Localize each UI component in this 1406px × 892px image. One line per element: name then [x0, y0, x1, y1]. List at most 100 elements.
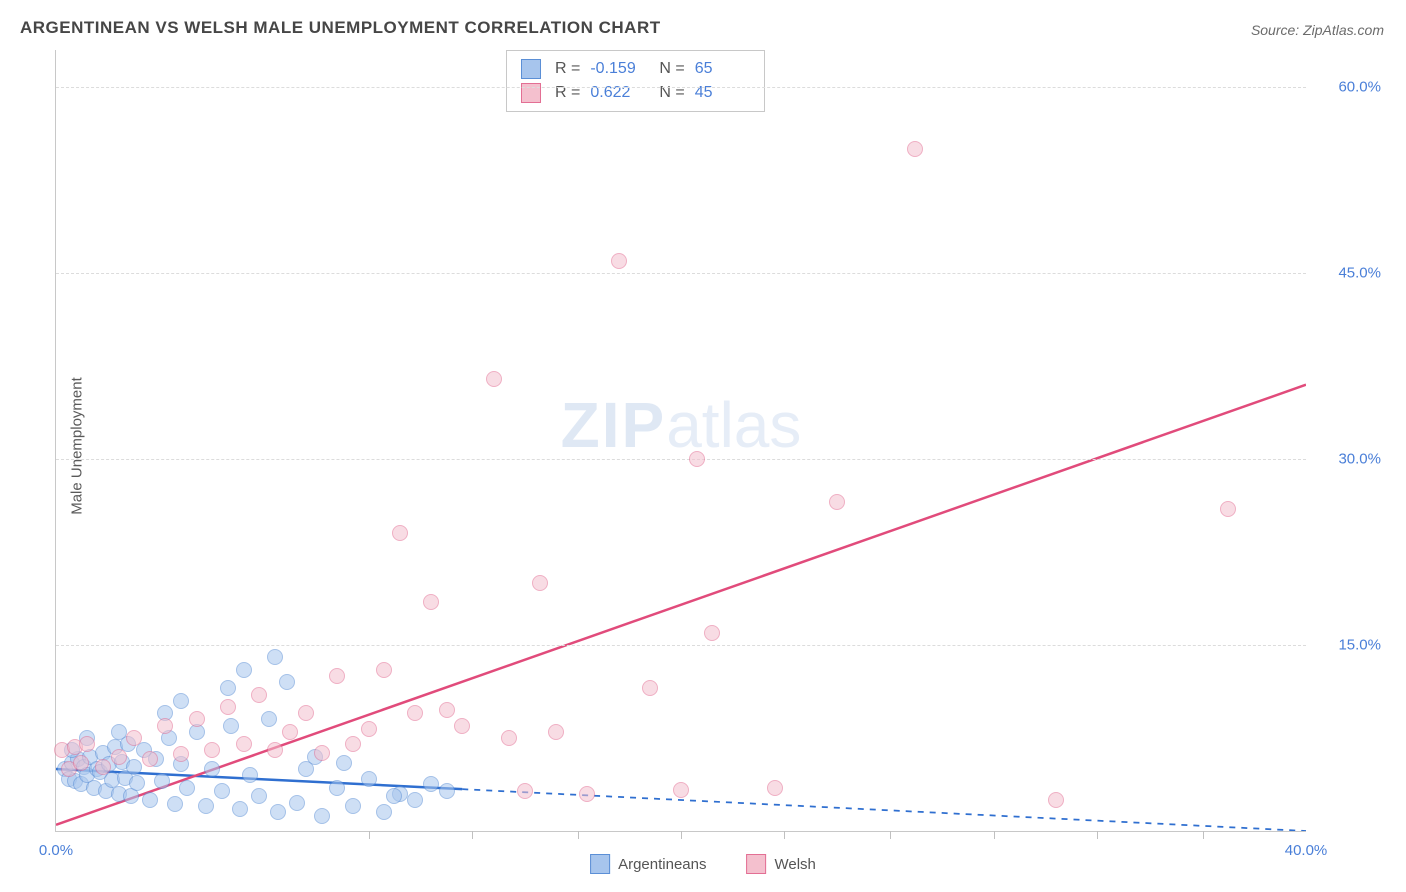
swatch-argentineans	[521, 59, 541, 79]
scatter-point[interactable]	[345, 736, 361, 752]
x-tick	[472, 831, 473, 839]
scatter-point[interactable]	[423, 594, 439, 610]
correlation-stats-box: R = -0.159 N = 65 R = 0.622 N = 45	[506, 50, 765, 112]
scatter-point[interactable]	[220, 680, 236, 696]
legend-item-argentineans[interactable]: Argentineans	[590, 854, 706, 874]
legend-item-welsh[interactable]: Welsh	[747, 854, 816, 874]
scatter-point[interactable]	[829, 494, 845, 510]
scatter-point[interactable]	[486, 371, 502, 387]
scatter-point[interactable]	[767, 780, 783, 796]
scatter-point[interactable]	[361, 721, 377, 737]
scatter-point[interactable]	[1048, 792, 1064, 808]
scatter-point[interactable]	[204, 761, 220, 777]
scatter-point[interactable]	[214, 783, 230, 799]
scatter-point[interactable]	[73, 755, 89, 771]
scatter-point[interactable]	[361, 771, 377, 787]
scatter-point[interactable]	[689, 451, 705, 467]
scatter-point[interactable]	[142, 751, 158, 767]
scatter-point[interactable]	[79, 736, 95, 752]
scatter-point[interactable]	[532, 575, 548, 591]
scatter-point[interactable]	[279, 674, 295, 690]
scatter-point[interactable]	[173, 746, 189, 762]
scatter-point[interactable]	[157, 718, 173, 734]
scatter-point[interactable]	[642, 680, 658, 696]
scatter-point[interactable]	[439, 702, 455, 718]
scatter-point[interactable]	[392, 525, 408, 541]
source-attribution: Source: ZipAtlas.com	[1251, 22, 1384, 38]
scatter-point[interactable]	[129, 775, 145, 791]
x-tick	[681, 831, 682, 839]
scatter-point[interactable]	[95, 759, 111, 775]
source-link[interactable]: ZipAtlas.com	[1303, 22, 1384, 38]
scatter-point[interactable]	[261, 711, 277, 727]
x-tick	[994, 831, 995, 839]
scatter-point[interactable]	[236, 662, 252, 678]
stats-row-argentineans: R = -0.159 N = 65	[521, 57, 750, 81]
legend-label-welsh: Welsh	[775, 856, 816, 873]
scatter-point[interactable]	[517, 783, 533, 799]
scatter-point[interactable]	[123, 788, 139, 804]
scatter-point[interactable]	[251, 687, 267, 703]
stat-r-value-argentineans: -0.159	[590, 60, 645, 78]
source-prefix: Source:	[1251, 22, 1303, 38]
scatter-point[interactable]	[386, 788, 402, 804]
scatter-point[interactable]	[251, 788, 267, 804]
scatter-point[interactable]	[111, 724, 127, 740]
scatter-point[interactable]	[232, 801, 248, 817]
y-tick-label: 60.0%	[1316, 79, 1381, 96]
scatter-point[interactable]	[336, 755, 352, 771]
x-tick	[369, 831, 370, 839]
scatter-point[interactable]	[673, 782, 689, 798]
scatter-point[interactable]	[407, 705, 423, 721]
gridline	[56, 273, 1306, 274]
scatter-point[interactable]	[126, 759, 142, 775]
scatter-point[interactable]	[267, 649, 283, 665]
x-tick	[890, 831, 891, 839]
scatter-point[interactable]	[407, 792, 423, 808]
stat-r-label: R =	[555, 60, 580, 78]
scatter-point[interactable]	[142, 792, 158, 808]
scatter-point[interactable]	[439, 783, 455, 799]
scatter-point[interactable]	[236, 736, 252, 752]
scatter-point[interactable]	[376, 804, 392, 820]
scatter-point[interactable]	[423, 776, 439, 792]
scatter-point[interactable]	[282, 724, 298, 740]
scatter-point[interactable]	[267, 742, 283, 758]
scatter-point[interactable]	[329, 668, 345, 684]
scatter-point[interactable]	[298, 705, 314, 721]
scatter-point[interactable]	[1220, 501, 1236, 517]
x-tick	[784, 831, 785, 839]
scatter-point[interactable]	[704, 625, 720, 641]
x-tick-label-end: 40.0%	[1285, 842, 1328, 859]
scatter-point[interactable]	[204, 742, 220, 758]
scatter-point[interactable]	[611, 253, 627, 269]
scatter-point[interactable]	[548, 724, 564, 740]
scatter-point[interactable]	[220, 699, 236, 715]
scatter-point[interactable]	[314, 745, 330, 761]
scatter-point[interactable]	[173, 693, 189, 709]
scatter-point[interactable]	[167, 796, 183, 812]
scatter-point[interactable]	[314, 808, 330, 824]
scatter-point[interactable]	[198, 798, 214, 814]
scatter-plot-area: ZIPatlas R = -0.159 N = 65 R = 0.622 N =…	[55, 50, 1306, 832]
scatter-point[interactable]	[329, 780, 345, 796]
scatter-point[interactable]	[111, 749, 127, 765]
scatter-point[interactable]	[223, 718, 239, 734]
scatter-point[interactable]	[189, 711, 205, 727]
scatter-point[interactable]	[289, 795, 305, 811]
scatter-point[interactable]	[345, 798, 361, 814]
x-tick	[578, 831, 579, 839]
scatter-point[interactable]	[179, 780, 195, 796]
x-tick	[1097, 831, 1098, 839]
scatter-point[interactable]	[501, 730, 517, 746]
scatter-point[interactable]	[126, 730, 142, 746]
scatter-point[interactable]	[270, 804, 286, 820]
scatter-point[interactable]	[154, 773, 170, 789]
scatter-point[interactable]	[579, 786, 595, 802]
gridline	[56, 645, 1306, 646]
scatter-point[interactable]	[454, 718, 470, 734]
scatter-point[interactable]	[376, 662, 392, 678]
scatter-point[interactable]	[242, 767, 258, 783]
scatter-point[interactable]	[907, 141, 923, 157]
y-tick-label: 15.0%	[1316, 637, 1381, 654]
